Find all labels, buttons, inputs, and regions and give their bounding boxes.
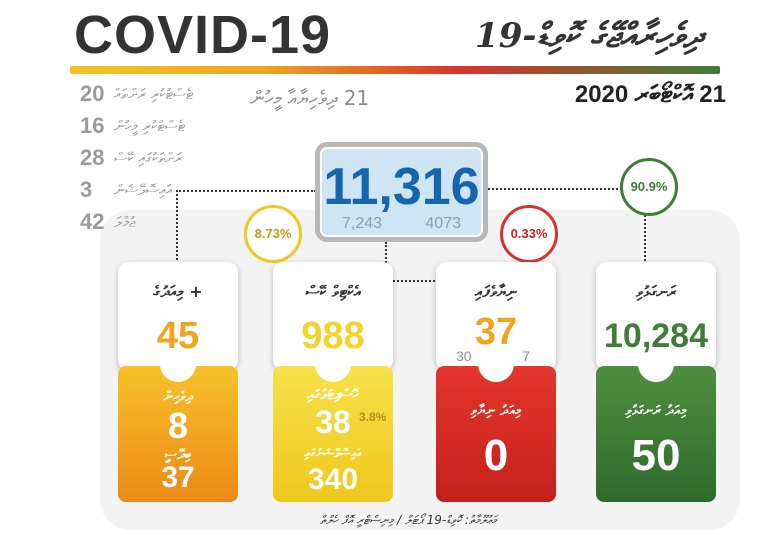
deaths-today-value: 0 bbox=[483, 431, 509, 480]
deaths-label: ނިޔާވެފައި bbox=[474, 282, 518, 301]
stat-row: 42 ޖުމްލަ bbox=[80, 208, 250, 236]
locals-label: ދިވެހިން bbox=[163, 389, 193, 405]
active-cases-breakdown: ހޮސްޕިޓަލުގައި 38 3.8% އައިސޮލޭޝަނުގައި … bbox=[273, 366, 393, 502]
deaths-value: 37 bbox=[474, 311, 518, 353]
deaths-today-label: މިއަދު ނިޔާވި bbox=[470, 403, 522, 419]
new-cases-breakdown: ދިވެހިން 8 ބިދޭސީ 37 bbox=[118, 366, 238, 502]
isolation-label: އައިސޮލޭޝަނުގައި bbox=[304, 446, 362, 460]
stat-value: 3 bbox=[80, 177, 93, 202]
recovered-card: ރަނގަޅުވި 10,284 bbox=[596, 262, 716, 370]
date-label: 21 އޮކްޓޯބަރ 2020 bbox=[574, 81, 726, 108]
header-divider bbox=[70, 66, 720, 74]
stat-row: 20 ޓެސްޓުކުރި ރަށްތައް bbox=[80, 80, 250, 108]
stat-value: 16 bbox=[80, 113, 105, 138]
total-female-value: 4073 bbox=[425, 215, 461, 232]
foreigners-value: 37 bbox=[161, 461, 195, 494]
deaths-card: ނިޔާވެފައި 37 30 7 bbox=[436, 262, 556, 370]
active-cases-card: އެކްޓިވް ކޭސް 988 bbox=[273, 262, 393, 370]
deaths-local-value: 7 bbox=[522, 348, 530, 364]
stat-value: 42 bbox=[80, 209, 105, 234]
isolation-value: 340 bbox=[307, 463, 359, 496]
stat-row: 28 ރަށްތަކުގައި ކޭސް bbox=[80, 144, 250, 172]
stat-value: 20 bbox=[80, 81, 105, 106]
note-label: 21 ދިވެހިޔާއާ މީހުން bbox=[250, 86, 370, 110]
recovered-today-label: މިއަދު ރަނގަޅުވި bbox=[625, 403, 687, 419]
stat-row: 16 ޓެސްޓްކުރި މީހުން bbox=[80, 112, 250, 140]
hospitalized-percent: 3.8% bbox=[359, 410, 387, 424]
recovered-value: 10,284 bbox=[604, 317, 708, 355]
active-cases-value: 988 bbox=[301, 315, 365, 357]
stat-row: 3 އައިސޮލޭޝަން bbox=[80, 176, 250, 204]
card-notch bbox=[315, 366, 351, 382]
active-percent-badge: 8.73% bbox=[244, 205, 302, 263]
recovered-today-card: މިއަދު ރަނގަޅުވި 50 bbox=[596, 366, 716, 502]
stats-list: 20 ޓެސްޓުކުރި ރަށްތައް 16 ޓެސްޓްކުރި މީހ… bbox=[80, 80, 250, 240]
recovery-percent-badge: 90.9% bbox=[620, 158, 678, 216]
locals-value: 8 bbox=[167, 405, 189, 446]
new-cases-card: + މިއަދުގެ 45 bbox=[118, 262, 238, 370]
hospitalized-label: ހޮސްޕިޓަލުގައި bbox=[307, 387, 359, 403]
total-cases-value: 11,316 bbox=[323, 158, 480, 216]
stat-label: އައިސޮލޭޝަން bbox=[114, 181, 173, 199]
foreigners-label: ބިދޭސީ bbox=[164, 447, 192, 463]
connector-right bbox=[488, 188, 646, 268]
active-cases-label: އެކްޓިވް ކޭސް bbox=[305, 282, 361, 301]
source-footer: މަޢުލޫމާތު: ކޮވިޑް-19 ޕޯޓަލް / މިނިސްޓްރ… bbox=[320, 513, 497, 527]
stat-label: ޓެސްޓްކުރި މީހުން bbox=[114, 117, 186, 135]
connector-left bbox=[176, 190, 316, 268]
stat-label: ރަށްތަކުގައި ކޭސް bbox=[114, 149, 183, 167]
total-male-value: 7,243 bbox=[342, 215, 383, 232]
card-notch bbox=[638, 366, 674, 382]
new-cases-label: + މިއަދުގެ bbox=[153, 282, 203, 301]
death-percent-badge: 0.33% bbox=[500, 205, 558, 263]
recovered-label: ރަނގަޅުވި bbox=[635, 282, 677, 301]
stat-value: 28 bbox=[80, 145, 105, 170]
recovered-today-value: 50 bbox=[631, 431, 681, 480]
hospitalized-value: 38 bbox=[315, 404, 351, 440]
card-notch bbox=[478, 366, 514, 382]
stat-label: ޓެސްޓުކުރި ރަށްތައް bbox=[114, 85, 194, 103]
deaths-foreign-value: 30 bbox=[456, 348, 472, 364]
page-title: COVID-19 bbox=[74, 5, 332, 65]
page-title-dhivehi: ދިވެހިރާއްޖޭގެ ކޮވިޑް-19 bbox=[475, 16, 702, 56]
stat-label: ޖުމްލަ bbox=[114, 213, 136, 231]
deaths-today-card: މިއަދު ނިޔާވި 0 bbox=[436, 366, 556, 502]
total-cases-box: 11,316 7,243 4073 bbox=[315, 142, 488, 242]
new-cases-value: 45 bbox=[156, 315, 200, 357]
card-notch bbox=[160, 366, 196, 382]
